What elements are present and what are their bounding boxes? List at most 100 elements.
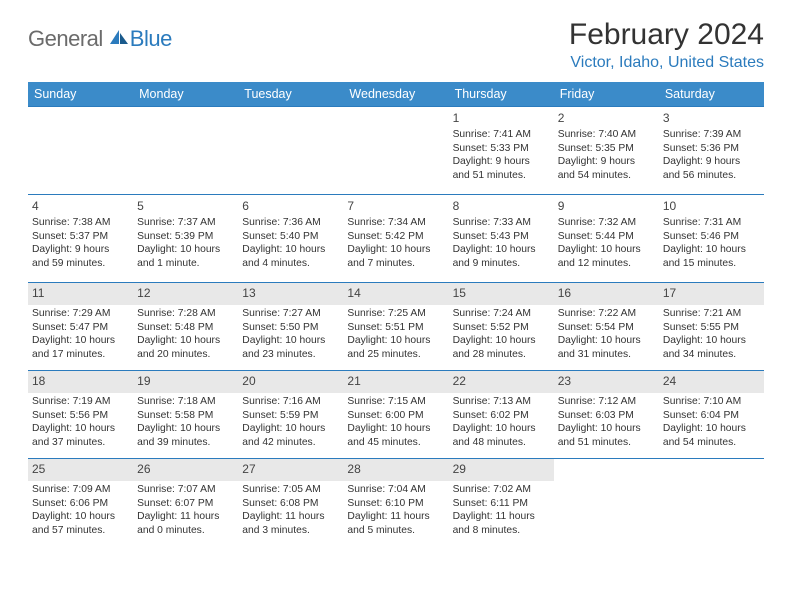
day-number: 18 [32,373,129,389]
day-details: Sunrise: 7:02 AMSunset: 6:11 PMDaylight:… [453,483,550,537]
sunrise-text: Sunrise: 7:18 AM [137,395,234,409]
daylight-text: Daylight: 9 hours and 56 minutes. [663,155,760,182]
sunset-text: Sunset: 6:03 PM [558,409,655,423]
day-header-row: Sunday Monday Tuesday Wednesday Thursday… [28,82,764,107]
day-details: Sunrise: 7:40 AMSunset: 5:35 PMDaylight:… [558,128,655,182]
day-number: 10 [663,198,760,214]
day-number: 8 [453,198,550,214]
day-cell: 13 Sunrise: 7:27 AMSunset: 5:50 PMDayligh… [238,283,343,371]
sunset-text: Sunset: 5:51 PM [347,321,444,335]
week-row: 11Sunrise: 7:29 AMSunset: 5:47 PMDayligh… [28,283,764,371]
daylight-text: Daylight: 10 hours and 15 minutes. [663,243,760,270]
logo-text-blue: Blue [130,26,172,52]
day-cell: 2Sunrise: 7:40 AMSunset: 5:35 PMDaylight… [554,107,659,195]
logo-sail-icon [108,28,130,51]
day-number: 24 [663,373,760,389]
day-cell: 1Sunrise: 7:41 AMSunset: 5:33 PMDaylight… [449,107,554,195]
daylight-text: Daylight: 10 hours and 48 minutes. [453,422,550,449]
day-header: Friday [554,82,659,107]
day-cell: 15Sunrise: 7:24 AMSunset: 5:52 PMDayligh… [449,283,554,371]
day-details: Sunrise: 7:05 AMSunset: 6:08 PMDaylight:… [242,483,339,537]
sunrise-text: Sunrise: 7:04 AM [347,483,444,497]
day-details: Sunrise: 7:22 AMSunset: 5:54 PMDaylight:… [558,307,655,361]
day-cell: 11Sunrise: 7:29 AMSunset: 5:47 PMDayligh… [28,283,133,371]
day-number: 13 [242,285,339,301]
day-number: 6 [242,198,339,214]
day-number: 11 [32,285,129,301]
day-cell [659,459,764,547]
title-block: February 2024 Victor, Idaho, United Stat… [569,18,764,72]
day-details: Sunrise: 7:36 AMSunset: 5:40 PMDaylight:… [242,216,339,270]
day-header: Wednesday [343,82,448,107]
day-cell: 14Sunrise: 7:25 AMSunset: 5:51 PMDayligh… [343,283,448,371]
daylight-text: Daylight: 10 hours and 9 minutes. [453,243,550,270]
day-cell: 27 Sunrise: 7:05 AMSunset: 6:08 PMDayligh… [238,459,343,547]
sunrise-text: Sunrise: 7:27 AM [242,307,339,321]
daylight-text: Daylight: 9 hours and 59 minutes. [32,243,129,270]
day-number: 22 [453,373,550,389]
sunset-text: Sunset: 5:37 PM [32,230,129,244]
daylight-text: Daylight: 11 hours and 5 minutes. [347,510,444,537]
sunset-text: Sunset: 5:52 PM [453,321,550,335]
day-number: 25 [32,461,129,477]
sunset-text: Sunset: 5:58 PM [137,409,234,423]
sunset-text: Sunset: 5:35 PM [558,142,655,156]
sunset-text: Sunset: 5:39 PM [137,230,234,244]
day-header: Saturday [659,82,764,107]
day-cell: 17 Sunrise: 7:21 AMSunset: 5:55 PMDayligh… [659,283,764,371]
sunset-text: Sunset: 6:04 PM [663,409,760,423]
sunrise-text: Sunrise: 7:19 AM [32,395,129,409]
sunset-text: Sunset: 5:46 PM [663,230,760,244]
calendar-page: General Blue February 2024 Victor, Idaho… [0,0,792,559]
day-header: Sunday [28,82,133,107]
sunrise-text: Sunrise: 7:10 AM [663,395,760,409]
day-cell [133,107,238,195]
day-details: Sunrise: 7:21 AMSunset: 5:55 PMDaylight:… [663,307,760,361]
daylight-text: Daylight: 10 hours and 31 minutes. [558,334,655,361]
week-row: 25Sunrise: 7:09 AMSunset: 6:06 PMDayligh… [28,459,764,547]
day-details: Sunrise: 7:16 AMSunset: 5:59 PMDaylight:… [242,395,339,449]
day-number: 17 [663,285,760,301]
day-number: 26 [137,461,234,477]
day-cell: 5Sunrise: 7:37 AMSunset: 5:39 PMDaylight… [133,195,238,283]
daylight-text: Daylight: 11 hours and 3 minutes. [242,510,339,537]
daylight-text: Daylight: 11 hours and 0 minutes. [137,510,234,537]
day-cell: 19Sunrise: 7:18 AMSunset: 5:58 PMDayligh… [133,371,238,459]
sunrise-text: Sunrise: 7:28 AM [137,307,234,321]
sunrise-text: Sunrise: 7:02 AM [453,483,550,497]
sunset-text: Sunset: 5:44 PM [558,230,655,244]
day-number: 1 [453,110,550,126]
sunrise-text: Sunrise: 7:05 AM [242,483,339,497]
day-number: 27 [242,461,339,477]
day-details: Sunrise: 7:04 AMSunset: 6:10 PMDaylight:… [347,483,444,537]
sunrise-text: Sunrise: 7:33 AM [453,216,550,230]
day-cell: 20Sunrise: 7:16 AMSunset: 5:59 PMDayligh… [238,371,343,459]
sunrise-text: Sunrise: 7:15 AM [347,395,444,409]
sunrise-text: Sunrise: 7:38 AM [32,216,129,230]
day-details: Sunrise: 7:27 AMSunset: 5:50 PMDaylight:… [242,307,339,361]
daylight-text: Daylight: 10 hours and 7 minutes. [347,243,444,270]
sunrise-text: Sunrise: 7:41 AM [453,128,550,142]
day-cell: 25Sunrise: 7:09 AMSunset: 6:06 PMDayligh… [28,459,133,547]
day-number: 23 [558,373,655,389]
daylight-text: Daylight: 10 hours and 51 minutes. [558,422,655,449]
day-details: Sunrise: 7:24 AMSunset: 5:52 PMDaylight:… [453,307,550,361]
day-number: 28 [347,461,444,477]
daylight-text: Daylight: 10 hours and 42 minutes. [242,422,339,449]
day-cell: 8Sunrise: 7:33 AMSunset: 5:43 PMDaylight… [449,195,554,283]
day-details: Sunrise: 7:28 AMSunset: 5:48 PMDaylight:… [137,307,234,361]
sunrise-text: Sunrise: 7:29 AM [32,307,129,321]
day-details: Sunrise: 7:13 AMSunset: 6:02 PMDaylight:… [453,395,550,449]
daylight-text: Daylight: 10 hours and 4 minutes. [242,243,339,270]
day-cell: 3Sunrise: 7:39 AMSunset: 5:36 PMDaylight… [659,107,764,195]
sunset-text: Sunset: 6:00 PM [347,409,444,423]
week-row: 18Sunrise: 7:19 AMSunset: 5:56 PMDayligh… [28,371,764,459]
day-number: 7 [347,198,444,214]
daylight-text: Daylight: 11 hours and 8 minutes. [453,510,550,537]
day-cell [554,459,659,547]
sunrise-text: Sunrise: 7:21 AM [663,307,760,321]
day-number: 29 [453,461,550,477]
day-cell: 22 Sunrise: 7:13 AMSunset: 6:02 PMDayligh… [449,371,554,459]
day-header: Monday [133,82,238,107]
daylight-text: Daylight: 10 hours and 20 minutes. [137,334,234,361]
